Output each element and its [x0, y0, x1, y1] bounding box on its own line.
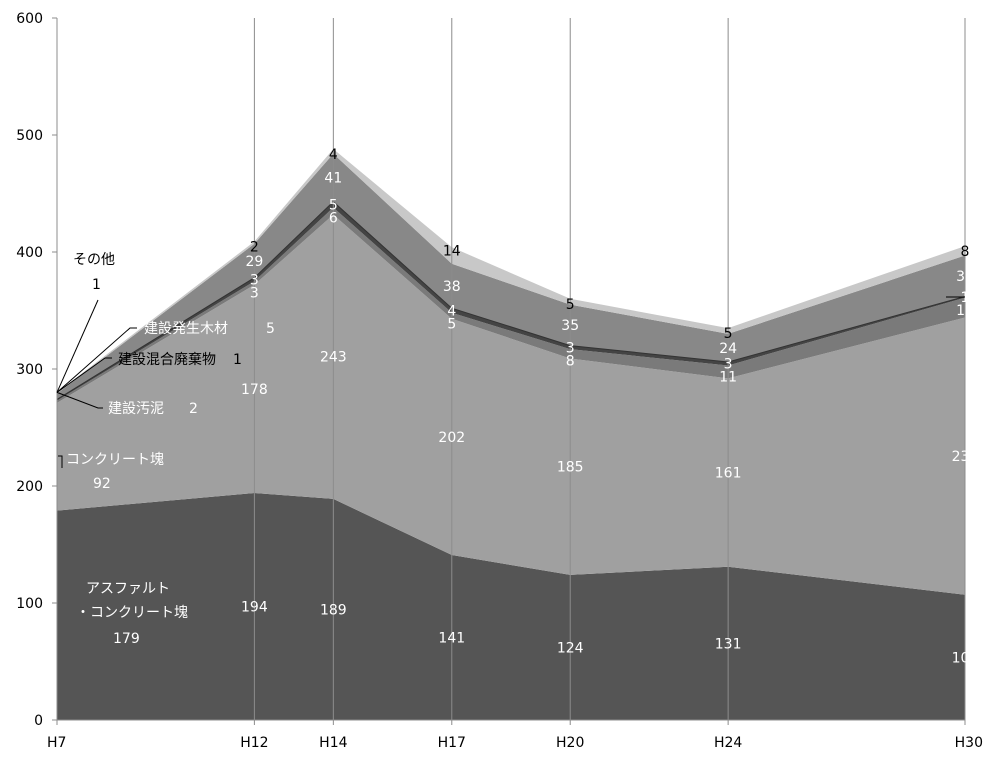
- label-asphalt-value: 179: [113, 631, 140, 647]
- label-sonota-value: 1: [92, 277, 101, 293]
- data-label-H30-s1: 237: [952, 449, 979, 465]
- data-label-H30-s4: 35: [956, 269, 974, 285]
- data-label-H12-s4: 29: [245, 254, 263, 270]
- y-tick-label: 500: [16, 128, 43, 144]
- y-tick-label: 200: [16, 479, 43, 495]
- data-label-H12-s5: 2: [250, 240, 259, 256]
- x-tick-label: H20: [556, 735, 584, 751]
- data-label-H30-s3: 1: [961, 290, 970, 306]
- data-label-H14-s0: 189: [320, 602, 347, 618]
- y-tick-label: 100: [16, 596, 43, 612]
- data-label-H14-s5: 4: [329, 147, 338, 163]
- label-kongo-value: 1: [233, 352, 242, 368]
- data-label-H30-s0: 107: [952, 650, 979, 666]
- leader-concrete: [58, 455, 63, 468]
- series-labels: その他 1 建設発生木材 5 建設混合廃棄物 1 建設汚泥 2 コンクリート塊 92 アスファルト・…: [66, 252, 275, 647]
- data-label-H20-s2: 8: [566, 353, 575, 369]
- label-odei-value: 2: [189, 401, 198, 417]
- data-label-H12-s0: 194: [241, 600, 268, 616]
- label-concrete-value: 92: [93, 476, 111, 492]
- data-label-H17-s3: 4: [447, 304, 456, 320]
- area-series-3: [57, 201, 965, 401]
- data-label-H20-s0: 124: [557, 641, 584, 657]
- label-asphalt-name-line1: アスファルト: [86, 581, 170, 597]
- x-tick-label: H24: [714, 735, 742, 751]
- data-label-H20-s1: 185: [557, 460, 584, 476]
- x-tick-label: H12: [240, 735, 268, 751]
- data-label-H17-s1: 202: [438, 430, 465, 446]
- data-label-H24-s3: 3: [724, 357, 733, 373]
- y-tick-label: 400: [16, 245, 43, 261]
- label-mokuzai-value: 5: [266, 321, 275, 337]
- data-label-H24-s5: 5: [724, 326, 733, 342]
- leader-mokuzai: [56, 327, 137, 393]
- area-series-1: [57, 214, 965, 595]
- label-sonota-name: その他: [73, 252, 115, 268]
- data-label-H17-s5: 14: [443, 243, 461, 259]
- leader-sonota: [56, 299, 99, 393]
- area-series-0: [57, 493, 965, 720]
- data-label-H14-s3: 5: [329, 198, 338, 214]
- data-label-H17-s2: 5: [447, 317, 456, 333]
- gridlines: [253, 18, 966, 720]
- data-label-H14-s1: 243: [320, 350, 347, 366]
- x-tick-label: H14: [319, 735, 347, 751]
- y-tick-label: 300: [16, 362, 43, 378]
- data-label-H14-s2: 6: [329, 211, 338, 227]
- data-label-H17-s0: 141: [438, 631, 465, 647]
- leader-kongo: [56, 357, 112, 393]
- data-label-H24-s0: 131: [715, 636, 742, 652]
- data-labels: 1941783329218924365414141202543814124185…: [241, 147, 978, 666]
- x-tick-label: H17: [438, 735, 466, 751]
- area-series-4: [57, 153, 965, 400]
- label-concrete-name: コンクリート塊: [66, 452, 164, 468]
- area-layers: [56, 149, 966, 720]
- leader-lines: [56, 296, 965, 468]
- x-tick-label: H30: [955, 735, 983, 751]
- data-label-H12-s2: 3: [250, 286, 259, 302]
- label-asphalt-name-line2: ・コンクリート塊: [76, 605, 188, 621]
- data-label-H24-s1: 161: [715, 466, 742, 482]
- data-label-H12-s1: 178: [241, 382, 268, 398]
- data-label-H12-s3: 3: [250, 273, 259, 289]
- data-label-H20-s5: 5: [566, 297, 575, 313]
- x-tick-label: H7: [47, 735, 66, 751]
- area-series-2: [57, 207, 965, 403]
- data-label-H30-s5: 8: [961, 244, 970, 260]
- data-label-H20-s3: 3: [566, 340, 575, 356]
- data-label-H30-s2: 17: [956, 303, 974, 319]
- y-tick-label: 600: [16, 11, 43, 27]
- data-label-H14-s4: 41: [324, 171, 342, 187]
- data-label-H24-s4: 24: [719, 341, 737, 357]
- data-label-H20-s4: 35: [561, 318, 579, 334]
- data-label-H17-s4: 38: [443, 279, 461, 295]
- leader-odei: [56, 391, 103, 409]
- data-label-H24-s2: 11: [719, 370, 737, 386]
- axes: 0 100 200 300 400 500 600 H7 H12 H14 H17 H20 H24 H30: [16, 11, 983, 751]
- label-mokuzai-name: 建設発生木材: [144, 321, 228, 337]
- label-kongo-name: 建設混合廃棄物: [118, 351, 216, 368]
- y-tick-label: 0: [34, 713, 43, 729]
- label-odei-name: 建設汚泥: [108, 401, 164, 417]
